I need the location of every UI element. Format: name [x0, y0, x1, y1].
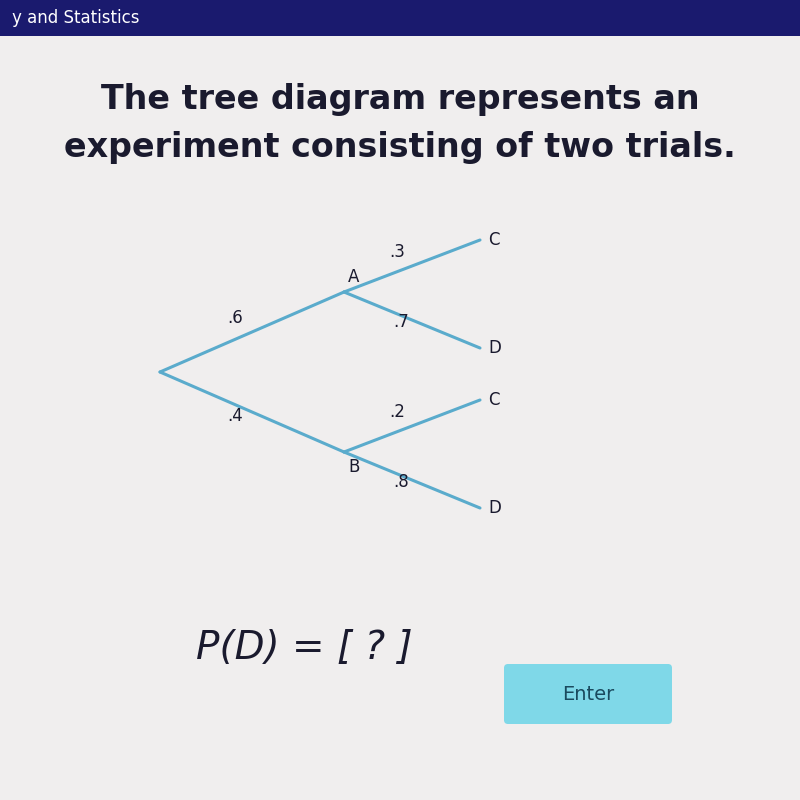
Text: P(D) = [ ? ]: P(D) = [ ? ] [196, 629, 412, 667]
FancyBboxPatch shape [504, 664, 672, 724]
Text: .6: .6 [227, 309, 242, 327]
Text: B: B [348, 458, 359, 477]
Text: D: D [488, 339, 501, 357]
Bar [0, 0, 800, 36]
Text: .7: .7 [394, 313, 409, 331]
Text: C: C [488, 231, 499, 249]
Text: C: C [488, 391, 499, 409]
Text: A: A [348, 267, 359, 286]
Text: experiment consisting of two trials.: experiment consisting of two trials. [64, 131, 736, 165]
Text: .3: .3 [390, 243, 405, 262]
Text: .2: .2 [390, 403, 405, 422]
Text: .8: .8 [394, 473, 409, 490]
Text: y and Statistics: y and Statistics [12, 9, 139, 27]
Text: .4: .4 [227, 406, 242, 425]
Text: D: D [488, 499, 501, 517]
Text: The tree diagram represents an: The tree diagram represents an [101, 83, 699, 117]
Text: Enter: Enter [562, 685, 614, 703]
